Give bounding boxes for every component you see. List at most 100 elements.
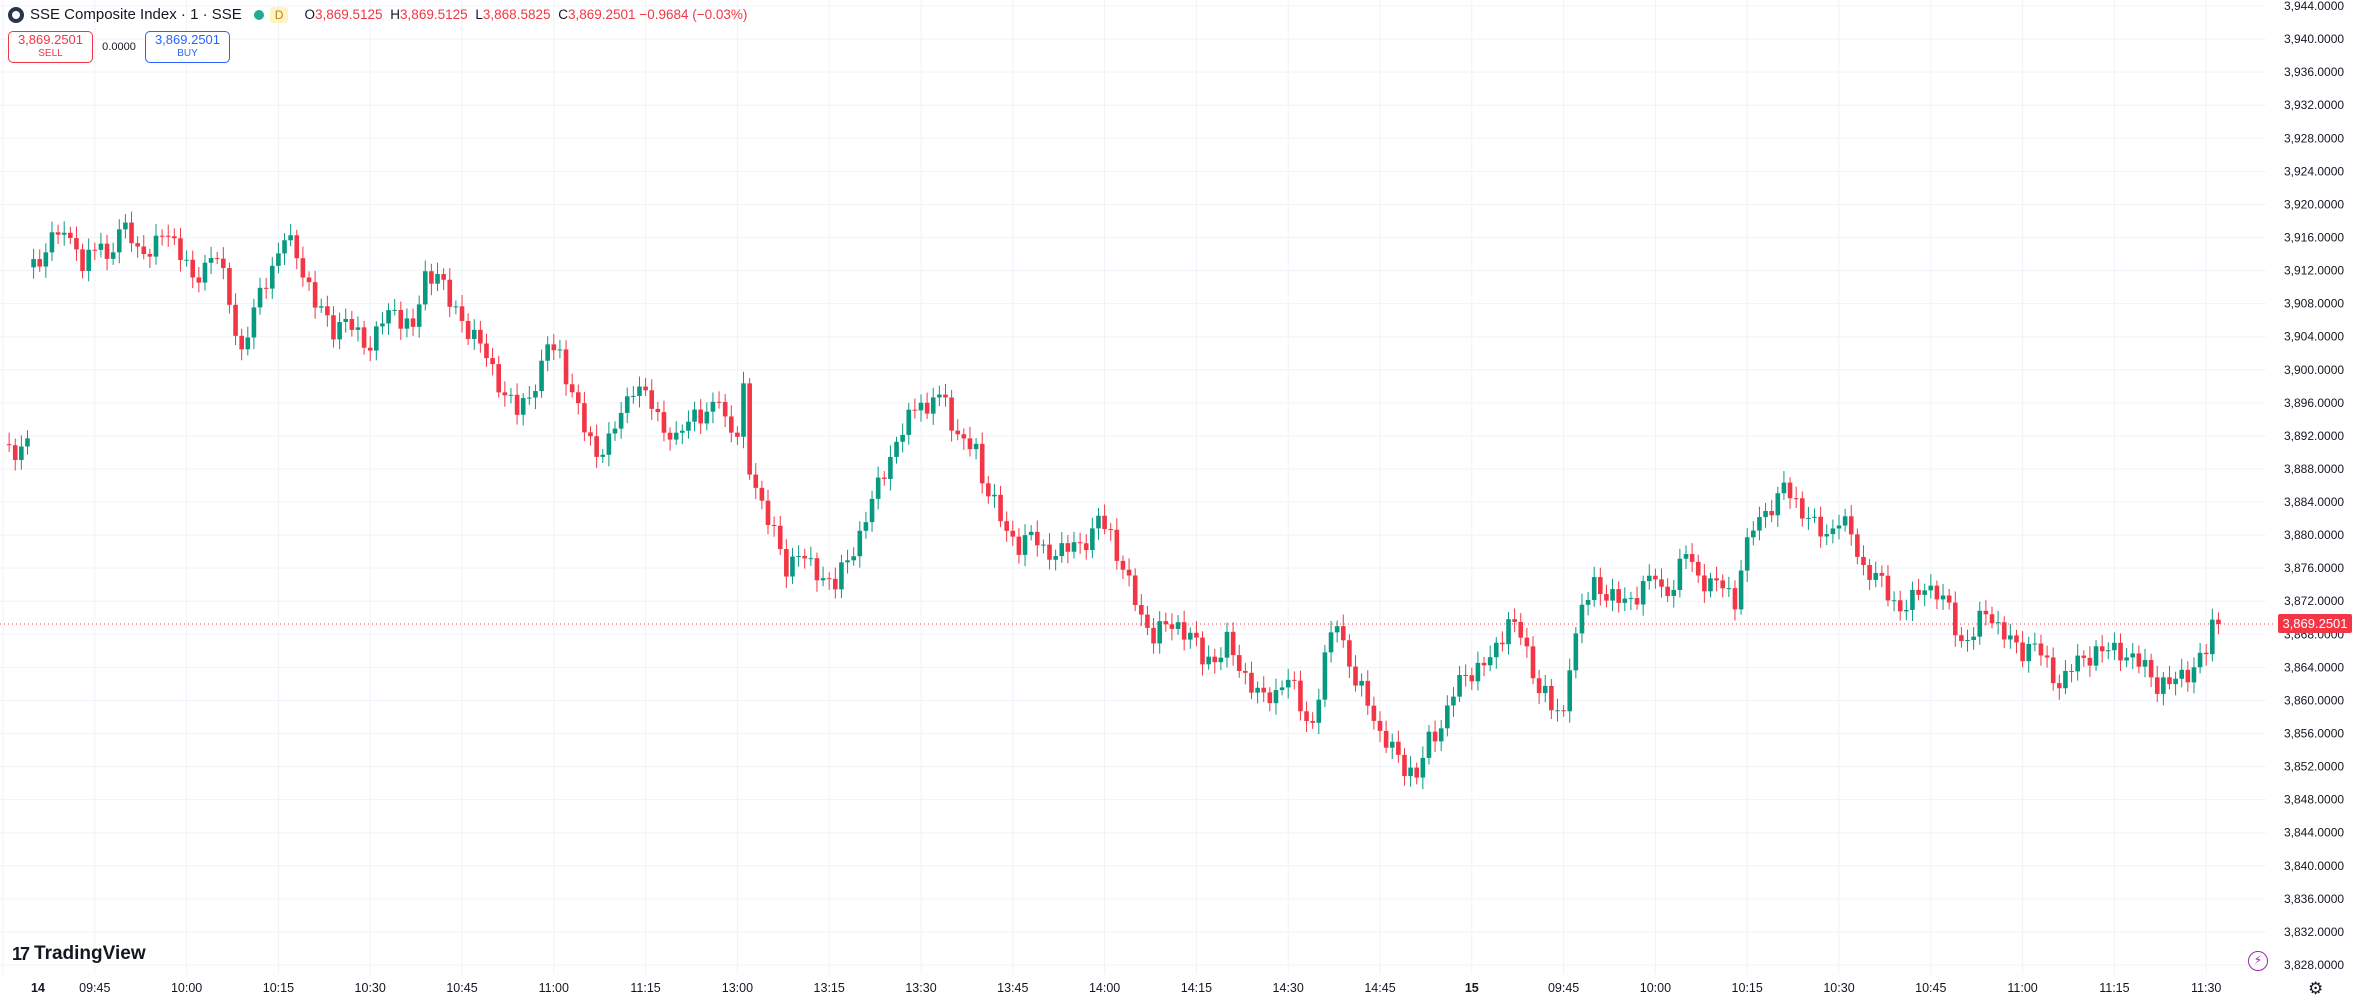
candle-body bbox=[1677, 558, 1683, 590]
candle-body bbox=[2081, 655, 2087, 658]
x-tick-label: 13:00 bbox=[722, 981, 753, 995]
high-value: 3,869.5125 bbox=[400, 7, 468, 22]
x-tick-label: 10:15 bbox=[263, 981, 294, 995]
candle-body bbox=[1506, 619, 1511, 645]
symbol-title[interactable]: SSE Composite Index · 1 · SSE bbox=[30, 6, 242, 23]
candle-body bbox=[1285, 679, 1291, 688]
candle-body bbox=[1322, 652, 1328, 700]
candle-body bbox=[2118, 642, 2123, 661]
lightning-icon[interactable]: ⚡ bbox=[2248, 951, 2268, 971]
candle-body bbox=[1261, 687, 1267, 693]
candle-body bbox=[1224, 631, 1230, 658]
candle-body bbox=[165, 235, 171, 237]
candle-body bbox=[392, 309, 397, 311]
sse-logo-icon bbox=[8, 6, 24, 23]
candle-body bbox=[808, 558, 814, 560]
candle-body bbox=[1959, 635, 1964, 642]
candle-body bbox=[1481, 662, 1487, 666]
candle-body bbox=[1359, 680, 1364, 686]
candle-body bbox=[1781, 482, 1787, 494]
candle-body bbox=[1879, 572, 1885, 576]
candle-body bbox=[722, 401, 728, 417]
x-tick-label: 11:30 bbox=[2191, 981, 2221, 995]
candle-body bbox=[1279, 687, 1285, 691]
candle-body bbox=[2203, 652, 2209, 655]
candle-body bbox=[863, 522, 869, 531]
y-tick-label: 3,884.0000 bbox=[2284, 495, 2344, 509]
candle-body bbox=[527, 397, 532, 399]
candle-body bbox=[1695, 561, 1701, 576]
candle-body bbox=[1555, 710, 1560, 712]
candle-body bbox=[2044, 655, 2050, 658]
candle-body bbox=[680, 430, 685, 433]
tradingview-wordmark: TradingView bbox=[34, 943, 146, 964]
candle-body bbox=[992, 494, 997, 497]
candle-body bbox=[1977, 610, 1983, 637]
candle-body bbox=[949, 397, 954, 431]
gear-icon[interactable]: ⚙ bbox=[2308, 979, 2324, 998]
candle-body bbox=[2069, 670, 2074, 672]
candle-body bbox=[2063, 670, 2068, 689]
candle-body bbox=[1353, 666, 1358, 686]
candle-body bbox=[906, 409, 912, 435]
candle-body bbox=[1108, 529, 1114, 531]
candle-body bbox=[1438, 728, 1444, 742]
tradingview-logo[interactable]: 17 TradingView bbox=[12, 943, 146, 965]
candle-body bbox=[1738, 570, 1744, 610]
candle-body bbox=[833, 578, 838, 590]
candle-body bbox=[1377, 720, 1383, 731]
candle-body bbox=[1132, 575, 1138, 606]
low-value: 3,868.5825 bbox=[482, 7, 551, 22]
y-tick-label: 3,924.0000 bbox=[2284, 164, 2344, 178]
candle-body bbox=[875, 477, 881, 499]
candle-body bbox=[1983, 610, 1989, 615]
candle-body bbox=[1402, 754, 1407, 777]
candle-body bbox=[575, 392, 581, 404]
candle-body bbox=[1861, 556, 1866, 566]
candle-body bbox=[1689, 554, 1695, 562]
candle-body bbox=[753, 474, 759, 488]
candle-body bbox=[796, 556, 801, 558]
candle-body bbox=[1426, 731, 1432, 758]
candle-body bbox=[80, 249, 85, 272]
candle-body bbox=[1616, 589, 1621, 603]
candle-body bbox=[416, 304, 422, 327]
buy-button[interactable]: 3,869.2501 BUY bbox=[145, 31, 230, 63]
candle-body bbox=[135, 243, 140, 247]
candle-body bbox=[1175, 622, 1181, 629]
candle-body bbox=[1610, 589, 1615, 601]
candle-body bbox=[1432, 731, 1438, 742]
candle-body bbox=[2124, 657, 2129, 661]
data-delay-badge[interactable]: D bbox=[269, 6, 289, 23]
change-value: −0.9684 (−0.03%) bbox=[639, 7, 748, 22]
y-tick-label: 3,944.0000 bbox=[2284, 0, 2344, 13]
y-tick-label: 3,936.0000 bbox=[2284, 65, 2344, 79]
candle-body bbox=[533, 391, 538, 398]
candle-body bbox=[1799, 498, 1805, 519]
y-tick-label: 3,832.0000 bbox=[2284, 925, 2344, 939]
candle-body bbox=[1995, 622, 2001, 624]
candle-body bbox=[1145, 614, 1150, 628]
candle-body bbox=[257, 287, 263, 308]
candle-body bbox=[1163, 621, 1169, 625]
candle-body bbox=[637, 386, 642, 396]
candle-body bbox=[961, 434, 967, 439]
x-tick-label: 14:15 bbox=[1181, 981, 1212, 995]
candle-body bbox=[1016, 536, 1022, 555]
candle-body bbox=[557, 349, 563, 351]
x-tick-label: 11:15 bbox=[630, 981, 660, 995]
candle-body bbox=[1585, 599, 1591, 605]
candle-body bbox=[1640, 581, 1646, 605]
candle-body bbox=[979, 443, 985, 484]
candle-body bbox=[1028, 531, 1034, 536]
y-tick-label: 3,872.0000 bbox=[2284, 594, 2344, 608]
sell-button[interactable]: 3,869.2501 SELL bbox=[8, 31, 93, 63]
open-label: O bbox=[304, 7, 315, 22]
candle-body bbox=[478, 329, 483, 344]
candle-body bbox=[790, 556, 795, 577]
candle-body bbox=[233, 304, 238, 336]
candle-body bbox=[43, 252, 49, 267]
candle-body bbox=[508, 394, 514, 396]
candle-body bbox=[1910, 589, 1915, 610]
